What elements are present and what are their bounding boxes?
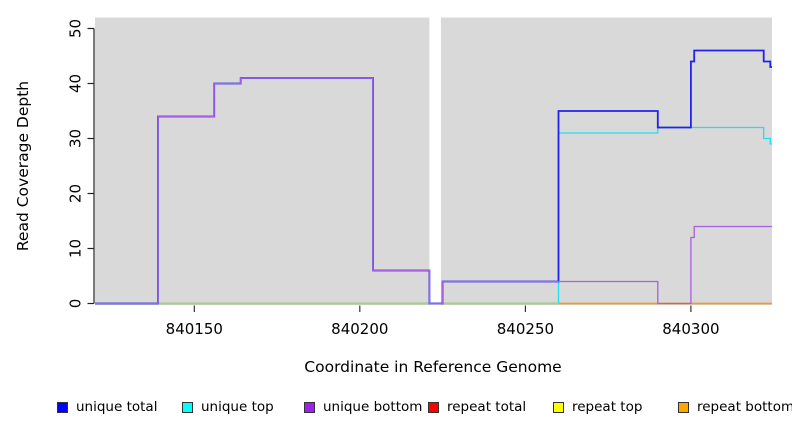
y-axis-title: Read Coverage Depth [14, 81, 32, 251]
legend-swatch-unique-total [57, 402, 68, 413]
legend-swatch-repeat-bottom [678, 402, 689, 413]
legend-label-repeat-top: repeat top [572, 399, 643, 415]
legend-swatch-repeat-total [428, 402, 439, 413]
legend-label-repeat-bottom: repeat bottom [697, 399, 792, 415]
y-tick-label: 10 [67, 239, 85, 258]
x-axis-title: Coordinate in Reference Genome [304, 358, 561, 376]
y-tick-label: 50 [67, 19, 85, 38]
legend-item-unique-total: unique total [57, 399, 158, 415]
series-lines [95, 49, 772, 305]
legend-label-unique-total: unique total [76, 399, 158, 415]
series-line-unique-bottom [95, 77, 772, 305]
legend-swatch-repeat-top [553, 402, 564, 413]
legend-label-unique-bottom: unique bottom [323, 399, 423, 415]
y-tick-label: 40 [67, 74, 85, 93]
panel-background-1 [95, 17, 430, 305]
legend-item-repeat-bottom: repeat bottom [678, 399, 792, 415]
y-tick-label: 30 [67, 129, 85, 148]
legend-swatch-unique-top [182, 402, 193, 413]
x-tick-label: 840250 [497, 320, 554, 338]
legend-item-unique-bottom: unique bottom [304, 399, 423, 415]
legend-item-unique-top: unique top [182, 399, 274, 415]
x-tick-label: 840300 [662, 320, 719, 338]
legend-swatch-unique-bottom [304, 402, 315, 413]
panel-background-2 [440, 17, 772, 305]
legend-item-repeat-total: repeat total [428, 399, 527, 415]
x-tick-label: 840200 [331, 320, 388, 338]
legend-label-repeat-total: repeat total [447, 399, 527, 415]
axes: 0 10 20 30 40 50 840150 840200 840250 840300 [67, 19, 720, 338]
plot-panels [95, 17, 772, 305]
y-tick-label: 0 [67, 299, 85, 309]
legend-item-repeat-top: repeat top [553, 399, 643, 415]
legend-label-unique-top: unique top [201, 399, 274, 415]
y-tick-label: 20 [67, 184, 85, 203]
x-tick-label: 840150 [166, 320, 223, 338]
